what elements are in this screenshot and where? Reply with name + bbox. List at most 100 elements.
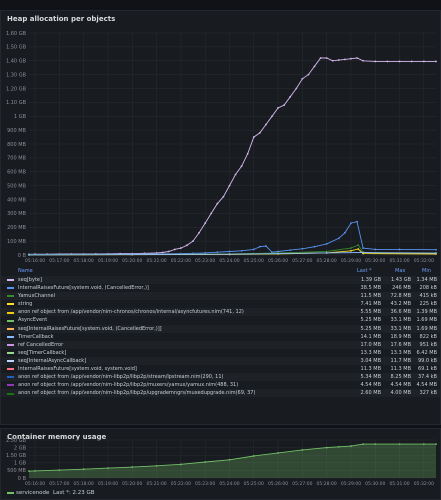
series-line[interactable] <box>28 57 436 255</box>
legend-max: 18.9 MB <box>390 333 411 340</box>
data-point <box>179 247 182 249</box>
legend-swatch <box>7 343 14 346</box>
legend-swatch <box>7 384 14 387</box>
y-tick-label: 2.50 GB <box>6 438 27 444</box>
series-area <box>29 444 436 478</box>
data-point <box>210 212 213 215</box>
x-tick-label: 05:23:00 <box>195 258 215 264</box>
legend-swatch <box>7 327 14 330</box>
legend-swatch <box>7 352 14 355</box>
data-point <box>28 253 30 256</box>
legend-min: 415 kB <box>419 293 437 300</box>
memory-chart[interactable]: 0 B 500 MB1 GB 1.50 GB 2 GB2.50 GB 05:16:00 0… <box>1 429 440 499</box>
data-point <box>319 57 322 59</box>
data-point <box>228 184 231 187</box>
memory-legend-last: Last *: 2.23 GB <box>52 490 95 496</box>
data-point <box>331 59 334 62</box>
data-point <box>435 248 437 251</box>
legend-min: 1.69 MB <box>416 325 437 332</box>
legend-last: 5.25 MB <box>360 325 381 332</box>
legend-header-max[interactable]: Max <box>395 268 406 274</box>
y-tick-label: 500 MB <box>7 183 26 189</box>
heap-chart[interactable]: 0 B 100 MB 200 MB 300 MB 400 MB 500 MB 600 MB 7… <box>1 11 440 267</box>
y-tick-label: 500 MB <box>7 468 26 474</box>
legend-min: 1.69 MB <box>416 317 437 324</box>
legend-row[interactable]: anon ref object from /app/vendor/nim-lib… <box>1 381 440 389</box>
legend-row[interactable]: seq[InternalRaisesFuture[system.void, (C… <box>1 324 440 333</box>
legend-last: 1.39 GB <box>360 277 381 283</box>
legend-last: 7.41 MB <box>360 301 381 308</box>
y-tick-label: 900 MB <box>7 128 26 134</box>
legend-swatch <box>7 303 14 306</box>
data-point <box>58 469 61 471</box>
legend-last: 2.60 MB <box>360 390 381 397</box>
y-tick-label: 1.40 GB <box>6 59 27 65</box>
legend-last: 38.5 MB <box>360 285 381 292</box>
legend-min: 822 kB <box>419 333 437 340</box>
legend-max: 33.1 MB <box>390 317 411 324</box>
legend-row[interactable]: seq[byte] 1.39 GB 1.43 GB 1.34 MB <box>1 276 440 285</box>
data-point <box>357 244 360 246</box>
legend-row[interactable]: ref CancelledError 17.0 MB 17.6 MB 951 kB <box>1 340 440 349</box>
legend-max: 43.2 MB <box>390 301 411 308</box>
legend-row[interactable]: InternalRaisesFuture[system.void, (Cance… <box>1 284 440 292</box>
data-point <box>325 57 328 59</box>
x-tick-label: 05:19:00 <box>98 258 118 264</box>
legend-row[interactable]: InternalRaisesFuture[system.void, system… <box>1 365 440 373</box>
legend-row[interactable]: YamuxChannel 11.5 MB 72.8 MB 415 kB <box>1 292 440 301</box>
legend-row[interactable]: string 7.41 MB 43.2 MB 225 kB <box>1 300 440 308</box>
x-tick-label: 05:17:00 <box>49 258 69 264</box>
legend-row[interactable]: seq[TimerCallback] 13.3 MB 13.3 MB 6.42 MB <box>1 349 440 357</box>
legend-last: 5.55 MB <box>360 309 381 316</box>
legend-header: Name Last * Max Min <box>1 267 440 276</box>
data-point <box>386 60 389 63</box>
data-point <box>343 58 346 61</box>
legend-name: seq[InternalRaisesFuture[system.void, (C… <box>18 325 162 332</box>
legend-row[interactable]: seq[InternalAsyncCallback] 3.04 MB 11.7 MB… <box>1 356 440 366</box>
data-point <box>356 220 358 223</box>
data-point <box>325 250 328 253</box>
legend-min: 208 kB <box>419 285 437 292</box>
legend-header-min[interactable]: Min <box>422 268 431 274</box>
data-point <box>271 115 273 118</box>
x-tick-label: 05:29:00 <box>341 481 361 487</box>
y-tick-label: 400 MB <box>7 197 26 203</box>
legend-row[interactable]: anon ref object from /app/vendor/nim-chr… <box>1 308 440 317</box>
legend-header-last[interactable]: Last * <box>357 268 372 274</box>
legend-min: 225 kB <box>419 301 437 308</box>
legend-name: seq[byte] <box>18 277 42 283</box>
data-point <box>252 248 255 251</box>
data-point <box>222 195 225 198</box>
y-tick-label: 300 MB <box>7 211 26 217</box>
x-tick-label: 05:16:00 <box>25 481 45 487</box>
data-point <box>295 87 298 90</box>
data-point <box>228 458 231 461</box>
legend-max: 1.43 GB <box>390 277 411 283</box>
data-point <box>34 469 36 472</box>
data-point <box>167 250 170 253</box>
memory-legend[interactable]: servicenode Last *: 2.23 GB <box>7 490 95 496</box>
data-point <box>337 59 340 61</box>
heap-legend: seq[byte] 1.39 GB 1.43 GB 1.34 MB InternalRa… <box>1 276 440 398</box>
x-tick-label: 05:21:00 <box>146 481 166 487</box>
data-point <box>192 240 194 243</box>
legend-row[interactable]: AsyncEvent 5.25 MB 33.1 MB 1.69 MB <box>1 316 440 324</box>
data-point <box>289 249 292 252</box>
legend-last: 5.34 MB <box>360 374 381 381</box>
x-tick-label: 05:23:00 <box>195 481 215 487</box>
legend-row[interactable]: anon ref object from /app/vendor/nim-lib… <box>1 389 440 398</box>
data-point <box>82 468 85 471</box>
legend-header-name[interactable]: Name <box>18 268 33 274</box>
legend-swatch <box>7 376 14 379</box>
legend-max: 17.6 MB <box>390 341 411 348</box>
legend-swatch <box>7 335 14 338</box>
x-tick-label: 05:20:00 <box>122 481 142 487</box>
legend-name: InternalRaisesFuture[system.void, system… <box>18 366 137 373</box>
data-point <box>313 245 316 248</box>
data-point <box>28 470 30 473</box>
legend-row[interactable]: TimerCallback 14.1 MB 18.9 MB 822 kB <box>1 333 440 341</box>
legend-name: seq[TimerCallback] <box>18 349 67 356</box>
legend-last: 11.3 MB <box>360 366 381 373</box>
legend-row[interactable]: anon ref object from /app/vendor/nim-lib… <box>1 373 440 382</box>
data-point <box>265 245 267 247</box>
